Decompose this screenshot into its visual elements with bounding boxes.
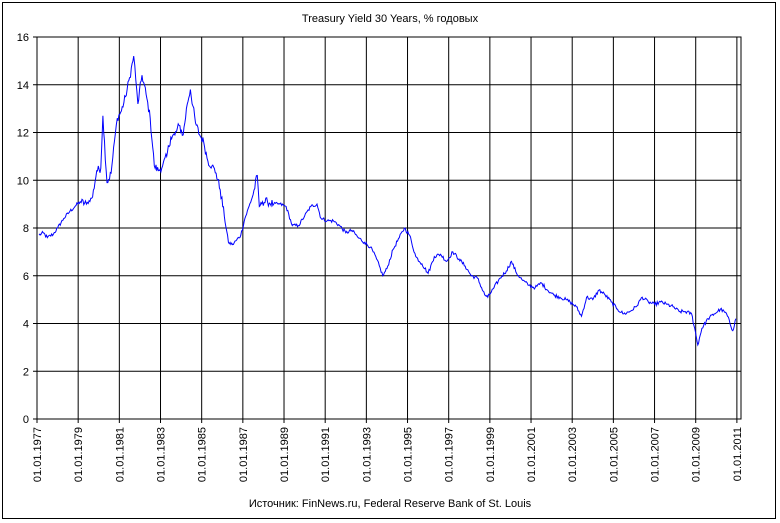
x-tick-label: 01.01.1997 (444, 427, 456, 482)
series-line-treasury-yield (38, 56, 737, 347)
x-tick-label: 01.01.2011 (732, 427, 744, 481)
y-tick-label: 6 (23, 271, 29, 283)
x-tick-label: 01.01.1991 (320, 427, 332, 482)
y-tick-label: 0 (23, 414, 29, 426)
x-tick-label: 01.01.1983 (156, 427, 168, 482)
x-tick-label: 01.01.1999 (485, 427, 497, 482)
gridlines (36, 36, 742, 423)
x-tick-label: 01.01.1989 (279, 427, 291, 482)
x-tick-label: 01.01.2005 (608, 427, 620, 482)
x-tick-label: 01.01.1985 (197, 427, 209, 482)
source-note: Источник: FinNews.ru, Federal Reserve Ba… (249, 498, 532, 510)
y-axis-ticks: 0 2 4 6 8 10 12 14 16 (17, 32, 37, 426)
x-tick-label: 01.01.2001 (526, 427, 538, 482)
x-tick-label: 01.01.2003 (567, 427, 579, 482)
x-tick-label: 01.01.2009 (691, 427, 703, 482)
y-tick-label: 14 (17, 80, 29, 92)
x-tick-label: 01.01.1979 (73, 427, 85, 482)
y-tick-label: 2 (23, 366, 29, 378)
y-tick-label: 12 (17, 128, 29, 140)
y-tick-label: 10 (17, 175, 29, 187)
y-tick-label: 8 (23, 223, 29, 235)
chart-title: Treasury Yield 30 Years, % годовых (302, 13, 479, 25)
x-tick-label: 01.01.1993 (361, 427, 373, 482)
x-tick-label: 01.01.1987 (238, 427, 250, 482)
x-axis-ticks: 01.01.1977 01.01.1979 01.01.1981 01.01.1983… (32, 427, 744, 482)
y-tick-label: 16 (17, 32, 29, 44)
x-tick-label: 01.01.1995 (403, 427, 415, 482)
x-tick-label: 01.01.1977 (32, 427, 44, 482)
y-tick-label: 4 (23, 319, 29, 331)
x-tick-label: 01.01.2007 (650, 427, 662, 482)
x-tick-label: 01.01.1981 (114, 427, 126, 482)
